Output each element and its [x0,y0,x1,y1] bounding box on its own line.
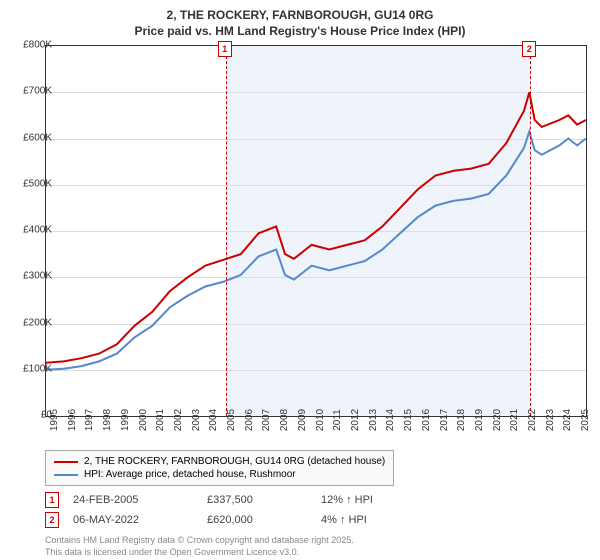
plot-area [45,45,587,417]
y-tick-label: £100K [12,363,52,374]
x-tick-label: 2007 [261,409,272,431]
x-tick-label: 2016 [421,409,432,431]
footer-line2: This data is licensed under the Open Gov… [45,547,299,557]
y-tick-label: £200K [12,317,52,328]
x-tick-label: 2017 [439,409,450,431]
y-tick-label: £800K [12,40,52,51]
legend-row-2: HPI: Average price, detached house, Rush… [54,468,385,481]
x-tick-label: 2014 [385,409,396,431]
marker-2-inline: 2 [45,512,59,528]
legend-swatch-1 [54,461,78,463]
x-tick-label: 2004 [208,409,219,431]
x-tick-label: 2010 [315,409,326,431]
x-tick-label: 2005 [226,409,237,431]
data-row-2: 2 06-MAY-2022 £620,000 4% ↑ HPI [45,512,367,528]
row1-date: 24-FEB-2005 [73,494,193,506]
y-tick-label: £600K [12,132,52,143]
x-tick-label: 1995 [49,409,60,431]
x-tick-label: 2018 [456,409,467,431]
x-tick-label: 2006 [244,409,255,431]
legend: 2, THE ROCKERY, FARNBOROUGH, GU14 0RG (d… [45,450,394,486]
row2-pct: 4% ↑ HPI [321,514,367,526]
x-tick-label: 2012 [350,409,361,431]
x-tick-label: 2009 [297,409,308,431]
x-tick-label: 2001 [155,409,166,431]
x-tick-label: 2022 [527,409,538,431]
x-tick-label: 2025 [580,409,591,431]
footer: Contains HM Land Registry data © Crown c… [45,535,354,558]
chart-title: 2, THE ROCKERY, FARNBOROUGH, GU14 0RG Pr… [0,0,600,39]
x-tick-label: 2021 [509,409,520,431]
row2-price: £620,000 [207,514,307,526]
legend-label-1: 2, THE ROCKERY, FARNBOROUGH, GU14 0RG (d… [84,456,385,467]
x-tick-label: 2013 [368,409,379,431]
x-tick-label: 2015 [403,409,414,431]
legend-label-2: HPI: Average price, detached house, Rush… [84,469,296,480]
chart-lines [46,46,586,416]
x-tick-label: 2020 [492,409,503,431]
y-tick-label: £700K [12,86,52,97]
chart-container: 2, THE ROCKERY, FARNBOROUGH, GU14 0RG Pr… [0,0,600,560]
x-tick-label: 2024 [562,409,573,431]
x-tick-label: 2019 [474,409,485,431]
x-tick-label: 1997 [84,409,95,431]
title-line2: Price paid vs. HM Land Registry's House … [135,24,466,38]
footer-line1: Contains HM Land Registry data © Crown c… [45,535,354,545]
y-tick-label: £300K [12,271,52,282]
marker-1-inline: 1 [45,492,59,508]
x-tick-label: 2008 [279,409,290,431]
x-tick-label: 1996 [67,409,78,431]
legend-swatch-2 [54,474,78,476]
row1-price: £337,500 [207,494,307,506]
x-tick-label: 1998 [102,409,113,431]
x-tick-label: 2000 [138,409,149,431]
x-tick-label: 1999 [120,409,131,431]
row2-date: 06-MAY-2022 [73,514,193,526]
x-tick-label: 2003 [191,409,202,431]
y-tick-label: £400K [12,225,52,236]
marker-box-2: 2 [522,41,536,57]
data-row-1: 1 24-FEB-2005 £337,500 12% ↑ HPI [45,492,373,508]
row1-pct: 12% ↑ HPI [321,494,373,506]
y-tick-label: £500K [12,178,52,189]
series-price_paid [46,92,586,363]
title-line1: 2, THE ROCKERY, FARNBOROUGH, GU14 0RG [167,8,434,22]
x-tick-label: 2011 [332,409,343,431]
x-tick-label: 2002 [173,409,184,431]
x-tick-label: 2023 [545,409,556,431]
marker-box-1: 1 [218,41,232,57]
legend-row-1: 2, THE ROCKERY, FARNBOROUGH, GU14 0RG (d… [54,455,385,468]
y-tick-label: £0 [12,410,52,421]
